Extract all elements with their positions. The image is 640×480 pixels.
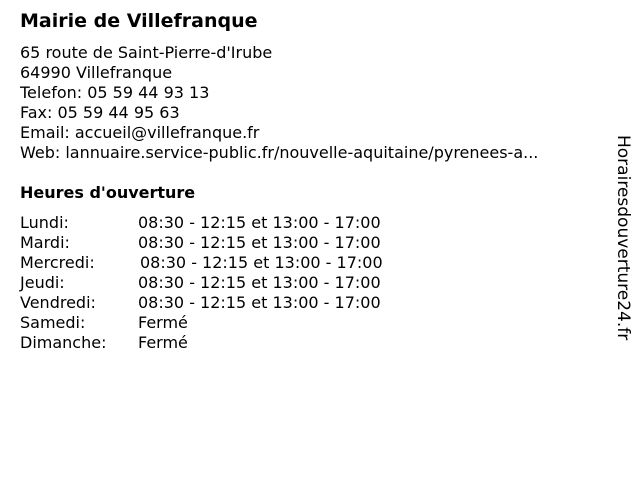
day-hours: Fermé xyxy=(138,333,188,352)
day-hours: 08:30 - 12:15 et 13:00 - 17:00 xyxy=(138,273,381,292)
website: Web: lannuaire.service-public.fr/nouvell… xyxy=(20,143,539,162)
day-label: Jeudi: xyxy=(20,273,65,292)
hours-row: Mercredi: 08:30 - 12:15 et 13:00 - 17:00 xyxy=(20,253,383,273)
hours-row: Lundi: 08:30 - 12:15 et 13:00 - 17:00 xyxy=(20,213,383,233)
day-label: Vendredi: xyxy=(20,293,96,312)
hours-row: Samedi: Fermé xyxy=(20,313,383,333)
page-title: Mairie de Villefranque xyxy=(20,10,258,32)
address-line: 65 route de Saint-Pierre-d'Irube xyxy=(20,43,273,62)
day-hours: Fermé xyxy=(138,313,188,332)
day-hours: 08:30 - 12:15 et 13:00 - 17:00 xyxy=(138,233,381,252)
day-label: Mercredi: xyxy=(20,253,95,272)
day-label: Samedi: xyxy=(20,313,86,332)
hours-row: Jeudi: 08:30 - 12:15 et 13:00 - 17:00 xyxy=(20,273,383,293)
phone: Telefon: 05 59 44 93 13 xyxy=(20,83,210,102)
day-hours: 08:30 - 12:15 et 13:00 - 17:00 xyxy=(138,293,381,312)
contact-info: 65 route de Saint-Pierre-d'Irube 64990 V… xyxy=(20,43,538,163)
address-city: 64990 Villefranque xyxy=(20,63,173,82)
hours-heading: Heures d'ouverture xyxy=(20,183,196,202)
fax: Fax: 05 59 44 95 63 xyxy=(20,103,180,122)
day-label: Lundi: xyxy=(20,213,69,232)
hours-row: Mardi: 08:30 - 12:15 et 13:00 - 17:00 xyxy=(20,233,383,253)
day-hours: 08:30 - 12:15 et 13:00 - 17:00 xyxy=(138,213,381,232)
day-label: Dimanche: xyxy=(20,333,107,352)
email: Email: accueil@villefranque.fr xyxy=(20,123,260,142)
hours-row: Dimanche: Fermé xyxy=(20,333,383,353)
hours-row: Vendredi: 08:30 - 12:15 et 13:00 - 17:00 xyxy=(20,293,383,313)
hours-table: Lundi: 08:30 - 12:15 et 13:00 - 17:00 Mar… xyxy=(20,213,383,353)
day-label: Mardi: xyxy=(20,233,70,252)
site-watermark: Horairesdouverture24.fr xyxy=(613,135,633,341)
day-hours: 08:30 - 12:15 et 13:00 - 17:00 xyxy=(140,253,383,272)
